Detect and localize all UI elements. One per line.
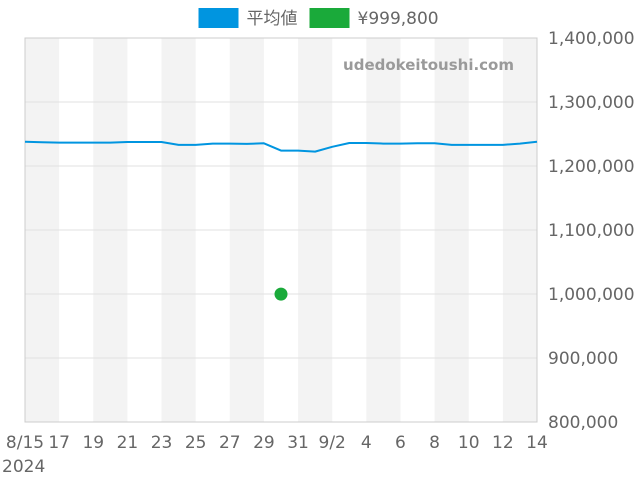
y-tick-label: 800,000 bbox=[548, 413, 618, 433]
x-tick-label: 6 bbox=[395, 433, 406, 453]
y-tick-label: 1,300,000 bbox=[548, 93, 635, 113]
y-tick-label: 1,400,000 bbox=[548, 29, 635, 49]
x-tick-label: 8/15 bbox=[6, 433, 44, 453]
watermark: udedokeitoushi.com bbox=[343, 56, 514, 74]
x-axis-year-label: 2024 bbox=[2, 457, 45, 477]
legend: 平均値 ¥999,800 bbox=[198, 8, 439, 29]
y-tick-label: 1,200,000 bbox=[548, 157, 635, 177]
legend-swatch bbox=[198, 8, 239, 28]
x-tick-label: 17 bbox=[48, 433, 70, 453]
x-tick-label: 4 bbox=[361, 433, 372, 453]
legend-label: ¥999,800 bbox=[358, 9, 439, 29]
x-tick-label: 21 bbox=[117, 433, 139, 453]
x-tick-label: 27 bbox=[219, 433, 241, 453]
data-series bbox=[24, 140, 538, 301]
x-tick-label: 14 bbox=[526, 433, 548, 453]
x-tick-label: 19 bbox=[82, 433, 104, 453]
plot-border bbox=[24, 37, 538, 423]
legend-label: 平均値 bbox=[247, 9, 298, 29]
x-tick-label: 9/2 bbox=[319, 433, 346, 453]
y-tick-label: 1,100,000 bbox=[548, 221, 635, 241]
average-price-line bbox=[24, 140, 538, 153]
x-tick-label: 29 bbox=[253, 433, 275, 453]
x-tick-label: 25 bbox=[185, 433, 207, 453]
x-tick-label: 8 bbox=[429, 433, 440, 453]
x-tick-label: 31 bbox=[287, 433, 309, 453]
y-tick-label: 1,000,000 bbox=[548, 285, 635, 305]
x-axis-ticks: 8/15 17 19 21 23 25 27 29 31 9/2 4 6 8 10 12 14 bbox=[6, 433, 548, 453]
y-axis-ticks: 800,000 900,000 1,000,000 1,100,000 1,200,00… bbox=[548, 29, 635, 433]
x-tick-label: 23 bbox=[151, 433, 173, 453]
x-tick-label: 10 bbox=[458, 433, 480, 453]
legend-swatch bbox=[309, 8, 350, 28]
y-tick-label: 900,000 bbox=[548, 349, 618, 369]
listing-price-point bbox=[274, 287, 288, 301]
x-tick-label: 12 bbox=[492, 433, 514, 453]
